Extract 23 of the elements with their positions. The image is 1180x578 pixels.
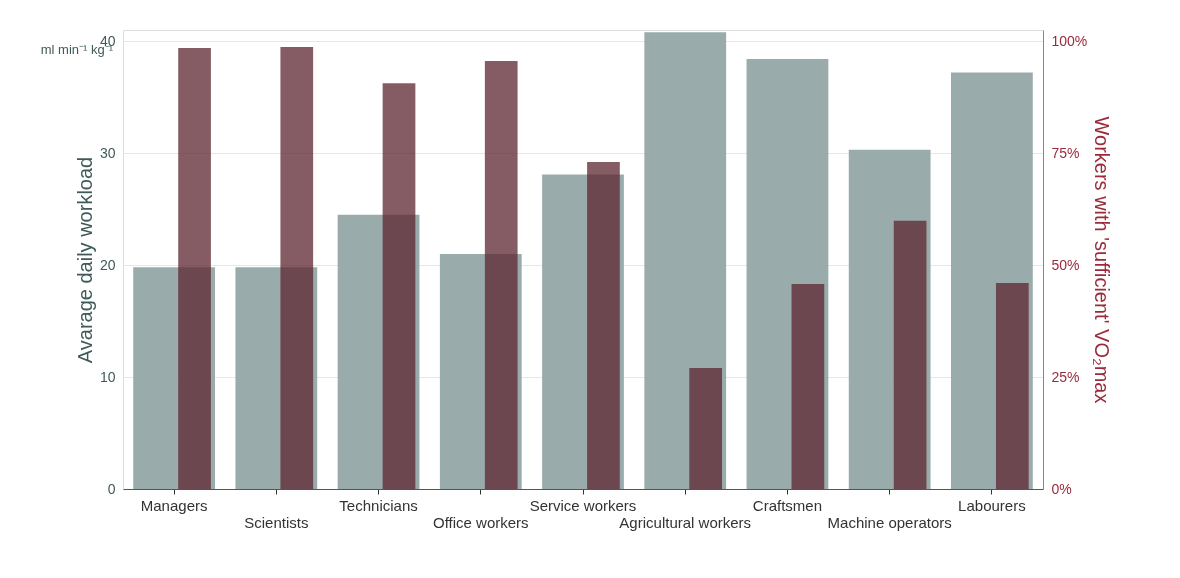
x-tick-label: Service workers — [529, 496, 637, 514]
y2-tick-label: 25% — [1051, 368, 1080, 385]
x-tick-label: Labourers — [958, 496, 1026, 514]
x-tick-label: Craftsmen — [752, 496, 823, 514]
y2-tick-label: 50% — [1051, 256, 1080, 273]
x-tick-label: Office workers — [432, 513, 529, 531]
y2-axis-title: Workers with 'sufficient' VO₂max — [1091, 116, 1114, 404]
y2-tick-label: 0% — [1051, 480, 1072, 497]
x-tick-label: Scientists — [244, 513, 309, 531]
y2-tick-label: 75% — [1051, 144, 1080, 161]
bar — [995, 283, 1029, 489]
x-tick-label: Agricultural workers — [619, 513, 752, 531]
y-tick-label: 20 — [99, 256, 116, 273]
y-tick-label: 10 — [99, 368, 116, 385]
x-tick-label: Technicians — [339, 496, 418, 514]
y-tick-label: 0 — [107, 480, 116, 497]
y-axis-title: Avarage daily workload — [73, 156, 96, 364]
bar — [689, 368, 723, 489]
y2-tick-label: 100% — [1051, 32, 1088, 49]
y-tick-label: 30 — [99, 144, 116, 161]
x-tick-label: Managers — [140, 496, 208, 514]
bar — [791, 283, 825, 489]
x-tick-label: Machine operators — [827, 513, 952, 531]
